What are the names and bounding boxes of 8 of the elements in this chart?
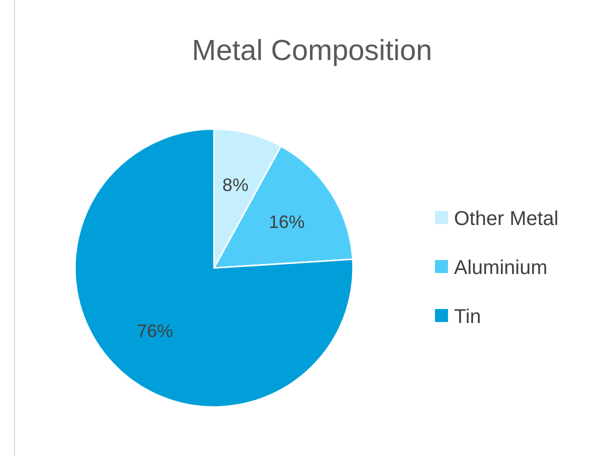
legend-label: Other Metal [454,208,558,230]
data-label: 16% [268,212,305,232]
legend-label: Tin [454,306,482,328]
chart-title: Metal Composition [192,35,432,67]
data-label: 8% [222,174,248,195]
legend-label: Aluminium [454,257,548,279]
data-label: 76% [136,321,174,342]
pie-slice [74,128,354,408]
